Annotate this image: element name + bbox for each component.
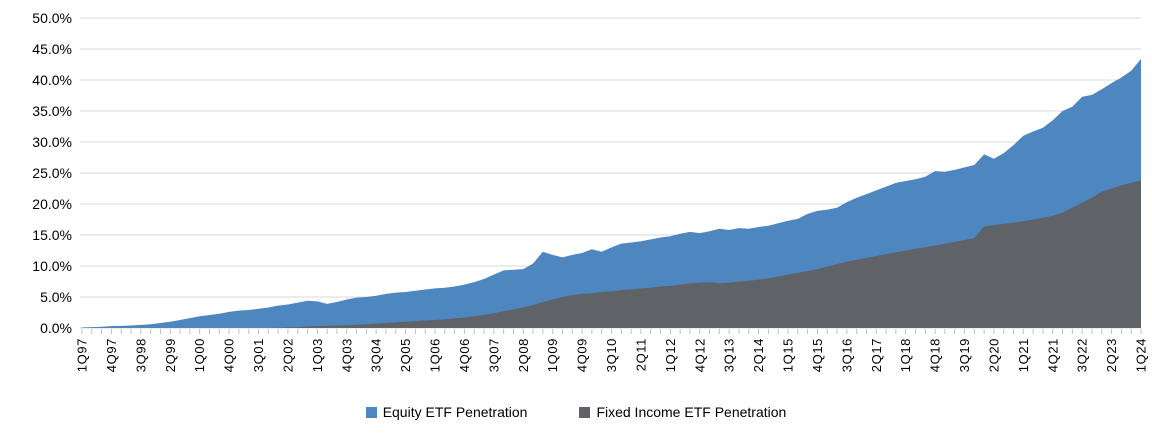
x-tick-label: 2Q17 <box>869 338 884 372</box>
y-tick-label: 5.0% <box>40 289 72 305</box>
x-tick-label: 4Q00 <box>222 338 237 372</box>
legend-item-equity: Equity ETF Penetration <box>365 401 528 423</box>
x-tick-label: 3Q98 <box>133 338 148 372</box>
x-tick-label: 2Q14 <box>751 338 766 372</box>
x-axis-ticks <box>81 329 1142 334</box>
y-tick-label: 35.0% <box>32 103 72 119</box>
x-tick-label: 3Q10 <box>604 338 619 372</box>
x-tick-label: 3Q04 <box>369 338 384 372</box>
x-tick-label: 2Q02 <box>280 338 295 372</box>
x-tick-label: 4Q06 <box>457 338 472 372</box>
y-tick-label: 10.0% <box>32 258 72 274</box>
x-tick-label: 2Q11 <box>633 338 648 371</box>
y-tick-label: 15.0% <box>32 227 72 243</box>
x-tick-label: 1Q24 <box>1134 338 1149 372</box>
x-tick-label: 4Q12 <box>692 338 707 372</box>
x-tick-label: 1Q12 <box>663 338 678 372</box>
legend-item-fixed-income: Fixed Income ETF Penetration <box>579 401 786 423</box>
x-tick-label: 3Q07 <box>486 338 501 372</box>
y-axis-labels: 0.0% 5.0% 10.0% 15.0% 20.0% 25.0% 30.0% 35.0% 40… <box>32 10 72 336</box>
y-tick-label: 45.0% <box>32 41 72 57</box>
y-tick-label: 25.0% <box>32 165 72 181</box>
x-tick-label: 2Q05 <box>398 338 413 372</box>
legend-label-fixed-income: Fixed Income ETF Penetration <box>596 404 787 420</box>
x-tick-label: 1Q00 <box>192 338 207 372</box>
x-tick-label: 3Q16 <box>839 338 854 372</box>
x-tick-label: 4Q21 <box>1045 338 1060 372</box>
x-tick-label: 4Q15 <box>810 338 825 372</box>
x-tick-label: 1Q97 <box>75 338 90 372</box>
equity-series-swatch-icon <box>365 406 377 418</box>
chart-legend: Equity ETF Penetration Fixed Income ETF … <box>0 401 1152 423</box>
x-tick-label: 3Q01 <box>251 338 266 372</box>
x-tick-label: 1Q18 <box>898 338 913 372</box>
x-axis-labels: 1Q97 4Q97 3Q98 2Q99 1Q00 4Q00 3Q01 2Q02 1Q03 4Q03… <box>75 338 1149 372</box>
y-tick-label: 30.0% <box>32 134 72 150</box>
x-tick-label: 1Q21 <box>1016 338 1031 372</box>
x-tick-label: 1Q03 <box>310 338 325 372</box>
x-tick-label: 2Q08 <box>516 338 531 372</box>
x-tick-label: 1Q15 <box>781 338 796 372</box>
y-tick-label: 50.0% <box>32 10 72 26</box>
x-tick-label: 1Q06 <box>428 338 443 372</box>
x-tick-label: 2Q20 <box>986 338 1001 372</box>
x-tick-label: 3Q19 <box>957 338 972 372</box>
x-tick-label: 4Q09 <box>575 338 590 372</box>
x-tick-label: 3Q13 <box>722 338 737 372</box>
x-tick-label: 4Q03 <box>339 338 354 372</box>
y-tick-label: 0.0% <box>40 320 72 336</box>
x-tick-label: 2Q23 <box>1104 338 1119 372</box>
gridlines <box>80 17 1141 329</box>
fixed-income-series-swatch-icon <box>579 406 591 418</box>
x-tick-label: 4Q97 <box>104 338 119 372</box>
legend-label-equity: Equity ETF Penetration <box>382 404 528 420</box>
y-tick-label: 20.0% <box>32 196 72 212</box>
x-tick-label: 4Q18 <box>928 338 943 372</box>
y-tick-label: 40.0% <box>32 72 72 88</box>
fixed-income-area-series <box>82 180 1141 328</box>
x-tick-label: 3Q22 <box>1075 338 1090 372</box>
x-tick-label: 1Q09 <box>545 338 560 372</box>
x-tick-label: 2Q99 <box>163 338 178 372</box>
